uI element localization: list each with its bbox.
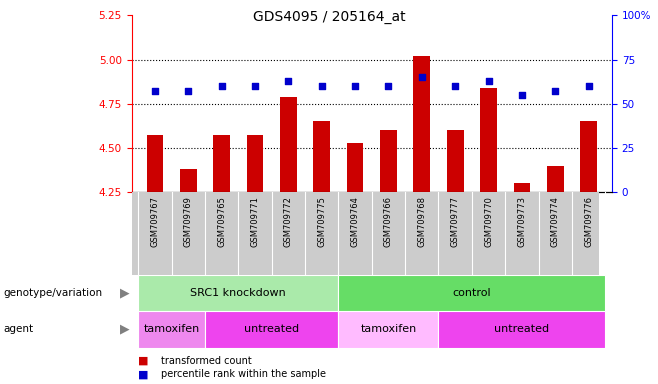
Bar: [313, 121, 330, 192]
Point: [250, 83, 261, 89]
Text: untreated: untreated: [494, 324, 549, 334]
Text: ■: ■: [138, 369, 149, 379]
Bar: [280, 97, 297, 192]
Point: [450, 83, 461, 89]
Point: [283, 78, 293, 84]
Text: tamoxifen: tamoxifen: [143, 324, 200, 334]
Bar: [447, 130, 463, 192]
Point: [216, 83, 227, 89]
Text: GSM709771: GSM709771: [251, 196, 259, 247]
Text: ▶: ▶: [120, 323, 130, 336]
Text: GSM709777: GSM709777: [451, 196, 460, 247]
Bar: [205, 311, 338, 348]
Text: GSM709764: GSM709764: [351, 196, 359, 247]
Text: GSM709772: GSM709772: [284, 196, 293, 247]
Bar: [213, 136, 230, 192]
Text: genotype/variation: genotype/variation: [3, 288, 103, 298]
Bar: [247, 136, 263, 192]
Text: GSM709776: GSM709776: [584, 196, 593, 247]
Text: GSM709767: GSM709767: [151, 196, 159, 247]
Text: transformed count: transformed count: [161, 356, 252, 366]
Bar: [513, 183, 530, 192]
Text: GSM709770: GSM709770: [484, 196, 493, 247]
Text: tamoxifen: tamoxifen: [361, 324, 417, 334]
Bar: [338, 311, 438, 348]
Bar: [138, 275, 338, 311]
Text: GSM709765: GSM709765: [217, 196, 226, 247]
Point: [517, 92, 527, 98]
Point: [483, 78, 494, 84]
Text: GDS4095 / 205164_at: GDS4095 / 205164_at: [253, 10, 405, 23]
Text: GSM709773: GSM709773: [517, 196, 526, 247]
Text: ■: ■: [138, 356, 149, 366]
Bar: [347, 142, 363, 192]
Text: agent: agent: [3, 324, 34, 334]
Bar: [413, 56, 430, 192]
Bar: [138, 311, 205, 348]
Bar: [438, 311, 605, 348]
Bar: [380, 130, 397, 192]
Point: [316, 83, 327, 89]
Point: [550, 88, 561, 94]
Text: GSM709766: GSM709766: [384, 196, 393, 247]
Text: GSM709769: GSM709769: [184, 196, 193, 247]
Point: [584, 83, 594, 89]
Text: control: control: [453, 288, 491, 298]
Bar: [180, 169, 197, 192]
Bar: [547, 166, 563, 192]
Text: GSM709775: GSM709775: [317, 196, 326, 247]
Bar: [338, 275, 605, 311]
Bar: [580, 121, 597, 192]
Point: [183, 88, 193, 94]
Bar: [147, 136, 163, 192]
Point: [350, 83, 361, 89]
Text: ▶: ▶: [120, 286, 130, 299]
Text: percentile rank within the sample: percentile rank within the sample: [161, 369, 326, 379]
Bar: [480, 88, 497, 192]
Text: SRC1 knockdown: SRC1 knockdown: [190, 288, 286, 298]
Text: GSM709768: GSM709768: [417, 196, 426, 247]
Point: [417, 74, 427, 80]
Text: untreated: untreated: [244, 324, 299, 334]
Text: GSM709774: GSM709774: [551, 196, 560, 247]
Point: [383, 83, 393, 89]
Point: [149, 88, 160, 94]
